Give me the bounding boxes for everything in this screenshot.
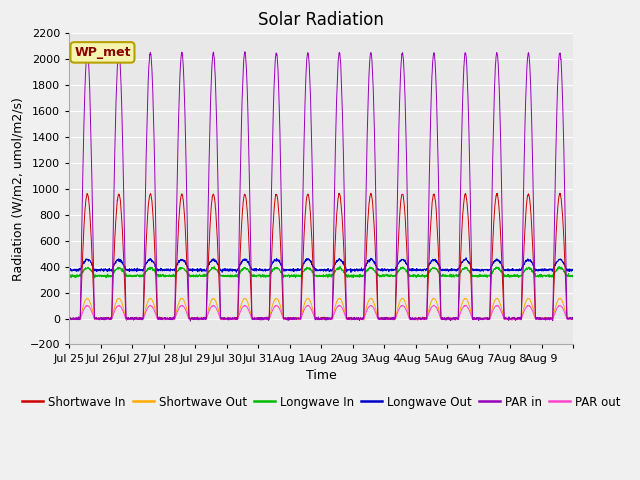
Shortwave In bbox=[351, 316, 359, 322]
PAR in bbox=[241, 49, 249, 55]
Longwave Out bbox=[563, 265, 570, 271]
Longwave Out bbox=[569, 266, 577, 272]
PAR out bbox=[429, 302, 437, 308]
Longwave In bbox=[116, 266, 124, 272]
Shortwave In bbox=[473, 316, 481, 322]
Shortwave In bbox=[65, 315, 73, 321]
Line: Longwave Out: Longwave Out bbox=[69, 258, 573, 272]
PAR out bbox=[501, 317, 509, 323]
Shortwave In bbox=[367, 191, 375, 196]
PAR out bbox=[473, 316, 481, 322]
PAR in bbox=[351, 315, 359, 321]
Longwave In bbox=[225, 273, 232, 279]
Longwave In bbox=[103, 275, 111, 281]
PAR out bbox=[225, 316, 232, 322]
Shortwave In bbox=[123, 317, 131, 323]
Line: PAR out: PAR out bbox=[69, 305, 573, 320]
Shortwave Out bbox=[569, 316, 577, 322]
Y-axis label: Radiation (W/m2, umol/m2/s): Radiation (W/m2, umol/m2/s) bbox=[11, 97, 24, 281]
Line: PAR in: PAR in bbox=[69, 52, 573, 321]
Shortwave Out bbox=[65, 315, 73, 321]
PAR in bbox=[186, 318, 194, 324]
PAR in bbox=[501, 314, 509, 320]
Line: Shortwave In: Shortwave In bbox=[69, 193, 573, 320]
PAR in bbox=[569, 316, 577, 322]
Shortwave Out bbox=[225, 316, 232, 322]
PAR in bbox=[473, 315, 481, 321]
PAR out bbox=[116, 303, 124, 309]
Longwave In bbox=[336, 264, 344, 269]
Longwave In bbox=[351, 273, 359, 278]
Longwave Out bbox=[347, 269, 355, 275]
Longwave In bbox=[563, 272, 570, 277]
Longwave In bbox=[473, 273, 481, 279]
Longwave Out bbox=[473, 268, 481, 274]
Shortwave Out bbox=[351, 316, 359, 322]
Line: Shortwave Out: Shortwave Out bbox=[69, 298, 573, 319]
Shortwave Out bbox=[563, 313, 570, 319]
Title: Solar Radiation: Solar Radiation bbox=[258, 11, 384, 29]
Longwave Out bbox=[462, 255, 470, 261]
Longwave Out bbox=[225, 268, 232, 274]
Shortwave Out bbox=[304, 295, 312, 301]
Longwave Out bbox=[351, 268, 359, 274]
Shortwave Out bbox=[473, 316, 481, 322]
Shortwave Out bbox=[116, 296, 124, 301]
PAR out bbox=[569, 316, 577, 322]
Shortwave In bbox=[569, 315, 577, 321]
Text: WP_met: WP_met bbox=[74, 46, 131, 59]
Shortwave In bbox=[563, 297, 570, 302]
PAR out bbox=[351, 316, 359, 322]
PAR out bbox=[508, 317, 515, 323]
Longwave In bbox=[501, 273, 509, 279]
Shortwave Out bbox=[480, 316, 488, 322]
Longwave Out bbox=[501, 267, 509, 273]
PAR in bbox=[116, 54, 124, 60]
Longwave Out bbox=[116, 257, 124, 263]
PAR in bbox=[563, 275, 570, 281]
Shortwave In bbox=[225, 316, 232, 322]
PAR in bbox=[65, 315, 73, 321]
Line: Longwave In: Longwave In bbox=[69, 266, 573, 278]
Longwave Out bbox=[65, 267, 73, 273]
X-axis label: Time: Time bbox=[306, 369, 337, 382]
PAR in bbox=[225, 316, 232, 322]
Shortwave In bbox=[116, 193, 124, 199]
Shortwave In bbox=[501, 315, 509, 321]
Legend: Shortwave In, Shortwave Out, Longwave In, Longwave Out, PAR in, PAR out: Shortwave In, Shortwave Out, Longwave In… bbox=[17, 391, 625, 413]
Shortwave Out bbox=[501, 316, 509, 322]
Longwave In bbox=[569, 272, 577, 278]
PAR out bbox=[563, 314, 570, 320]
Longwave In bbox=[65, 273, 73, 278]
PAR out bbox=[65, 316, 73, 322]
